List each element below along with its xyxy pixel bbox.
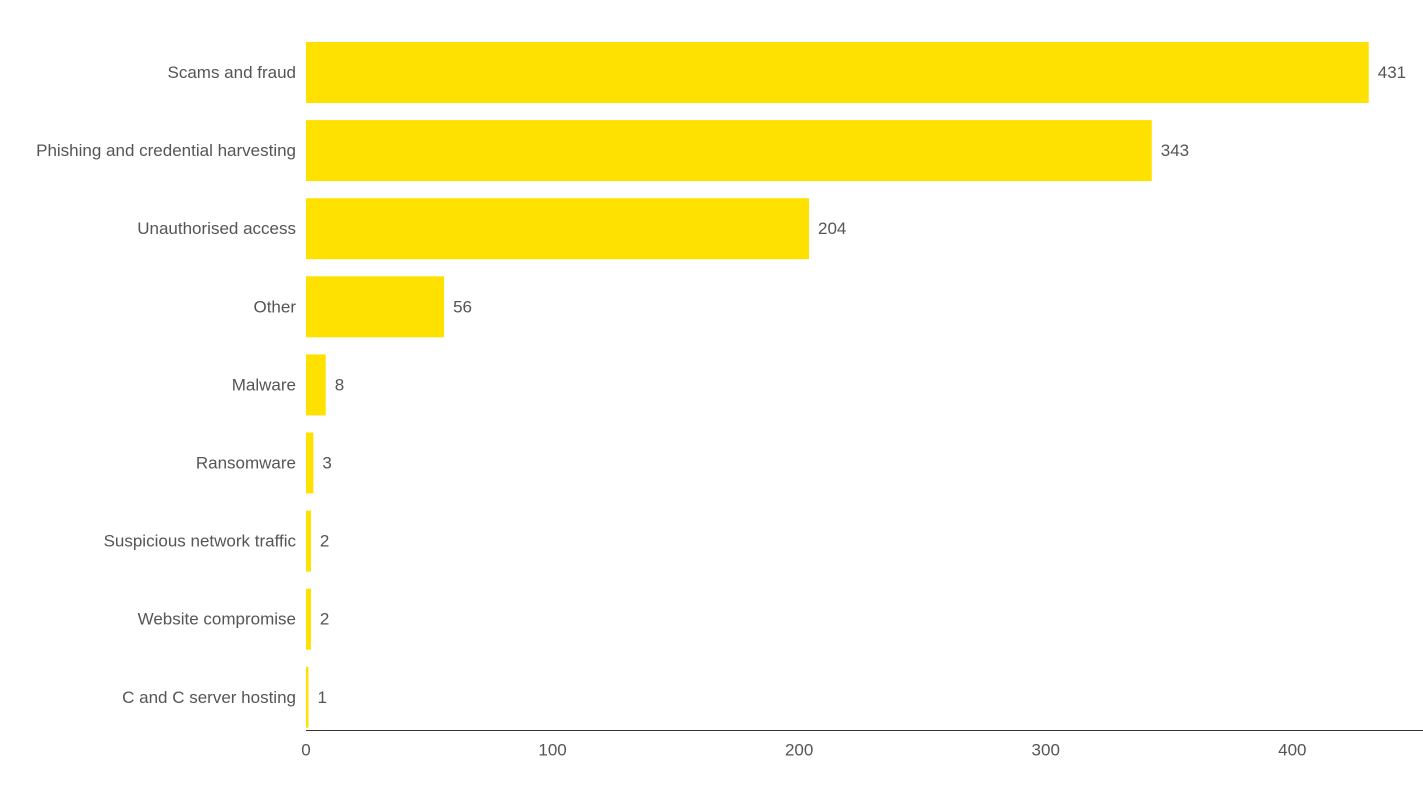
category-label-scams-and-fraud: Scams and fraud (167, 63, 296, 82)
value-label-other: 56 (453, 297, 472, 316)
value-label-malware: 8 (335, 375, 344, 394)
category-label-phishing-and-credential-harvesting: Phishing and credential harvesting (36, 141, 296, 160)
value-label-suspicious-network-traffic: 2 (320, 532, 329, 551)
value-label-c-and-c-server-hosting: 1 (317, 688, 326, 707)
x-tick-label-300: 300 (1032, 741, 1060, 760)
value-label-scams-and-fraud: 431 (1378, 63, 1406, 82)
bar-website-compromise (306, 588, 311, 650)
x-tick-label-200: 200 (785, 741, 813, 760)
value-label-phishing-and-credential-harvesting: 343 (1161, 141, 1189, 160)
category-label-ransomware: Ransomware (196, 454, 296, 473)
x-tick-label-400: 400 (1278, 741, 1306, 760)
value-label-ransomware: 3 (322, 454, 331, 473)
x-tick-label-100: 100 (538, 741, 566, 760)
bar-ransomware (306, 432, 314, 494)
category-label-suspicious-network-traffic: Suspicious network traffic (104, 532, 297, 551)
category-label-website-compromise: Website compromise (138, 610, 296, 629)
value-label-website-compromise: 2 (320, 610, 329, 629)
x-axis-ticks: 0 100 200 300 400 (301, 741, 1306, 760)
bar-unauthorised-access (306, 198, 810, 260)
bar-scams-and-fraud (306, 42, 1369, 103)
x-tick-label-0: 0 (301, 741, 310, 760)
bar-malware (306, 354, 326, 416)
bar-phishing-and-credential-harvesting (306, 120, 1152, 182)
value-label-unauthorised-access: 204 (818, 219, 846, 238)
bar-other (306, 276, 445, 338)
category-label-other: Other (253, 297, 296, 316)
bars-group (306, 42, 1369, 728)
category-label-malware: Malware (232, 375, 296, 394)
bar-c-and-c-server-hosting (306, 666, 309, 728)
category-label-c-and-c-server-hosting: C and C server hosting (122, 688, 296, 707)
value-labels: 431 343 204 56 8 3 2 2 1 (317, 63, 1406, 707)
category-label-unauthorised-access: Unauthorised access (137, 219, 296, 238)
bar-suspicious-network-traffic (306, 510, 311, 572)
category-labels: Scams and fraud Phishing and credential h… (36, 63, 296, 707)
